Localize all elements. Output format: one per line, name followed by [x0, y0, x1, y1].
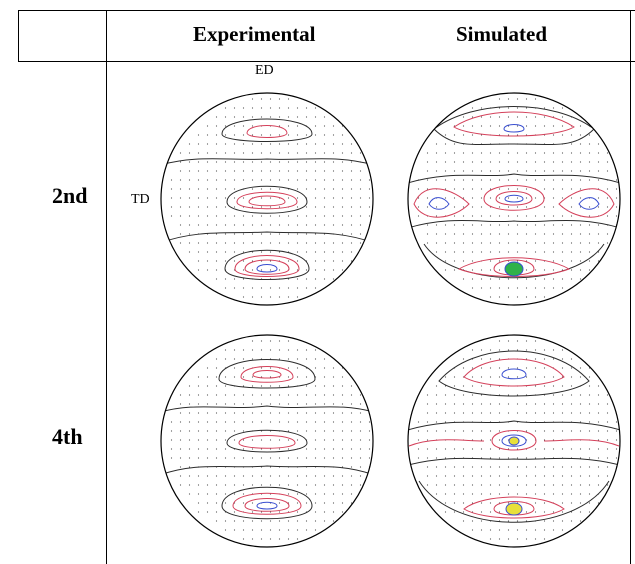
pole-figure-experimental-2nd [160, 92, 374, 306]
table-left-rule [18, 10, 19, 62]
column-header-simulated: Simulated [456, 22, 548, 46]
axis-label-td: TD [131, 192, 150, 207]
axis-label-ed: ED [255, 63, 274, 78]
pole-figure-simulated-4th [407, 334, 621, 548]
header-rule [18, 61, 635, 62]
row-header-divider [106, 10, 107, 564]
column-header-experimental: Experimental [193, 22, 316, 46]
table-top-rule [18, 10, 635, 11]
pole-figure-simulated-2nd [407, 92, 621, 306]
row-header-4th: 4th [52, 422, 83, 452]
table-right-rule [630, 10, 631, 564]
pole-figure-experimental-4th [160, 334, 374, 548]
row-header-2nd: 2nd [52, 181, 88, 211]
